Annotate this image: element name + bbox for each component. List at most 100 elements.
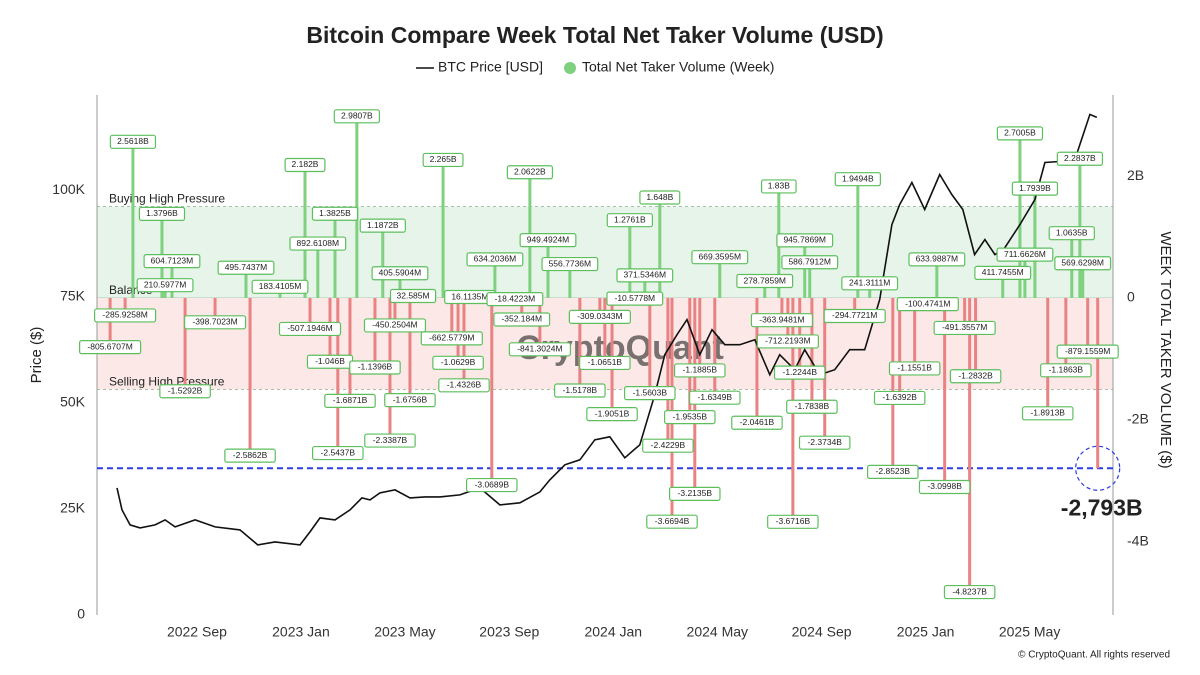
y-tick-label: 75K (60, 287, 86, 303)
value-label: 2.0622B (506, 165, 554, 180)
value-label: -1.1885B (673, 363, 726, 378)
value-label: 405.5904M (371, 266, 429, 281)
value-label-text: -1.6756B (393, 394, 428, 404)
value-label-text: -1.9535B (673, 411, 708, 421)
y-tick-label: 25K (60, 500, 86, 516)
value-label-text: 2.265B (430, 154, 457, 164)
value-label-box (918, 479, 971, 495)
volume-bar (898, 298, 902, 398)
value-label-text: 586.7912M (788, 256, 831, 266)
value-label-box (364, 433, 416, 448)
value-label-text: 1.3825B (319, 208, 351, 218)
value-label-box (786, 399, 838, 414)
value-label-text: -2.5437B (321, 447, 356, 457)
volume-bar (963, 298, 967, 328)
value-label-box (1048, 226, 1095, 241)
value-label: 1.2761B (606, 213, 653, 228)
value-label: -10.5778M (606, 291, 664, 306)
value-label: -1.046B (306, 354, 354, 369)
value-label-box (663, 409, 716, 425)
value-label-box (767, 514, 819, 529)
value-label-text: -1.046B (315, 356, 345, 366)
value-label-box (554, 383, 606, 398)
value-label-box (579, 355, 631, 371)
value-label-box (1056, 344, 1119, 359)
value-label-box (616, 268, 674, 283)
value-label-box (486, 292, 544, 307)
x-tick-label: 2023 May (374, 624, 435, 640)
value-label-text: -309.0343M (577, 311, 622, 321)
value-label-text: -1.2832B (958, 370, 993, 380)
volume-bar (666, 298, 670, 446)
value-label-box (568, 309, 631, 324)
value-label-text: 2.9807B (341, 111, 373, 121)
value-label: -491.3557M (933, 320, 996, 336)
value-label-text: -1.1863B (1049, 365, 1084, 375)
value-label-text: 405.5904M (379, 268, 422, 278)
volume-bar (248, 298, 252, 456)
value-label-text: -10.5778M (615, 293, 656, 303)
value-label-box (736, 273, 794, 289)
volume-bar (755, 298, 759, 423)
value-label: -2.3387B (364, 433, 416, 448)
value-label-text: 949.4924M (527, 234, 570, 244)
value-label-box (1021, 406, 1074, 421)
value-label-text: -363.9481M (759, 314, 804, 324)
value-label: -398.7023M (183, 315, 247, 330)
value-label: -879.1559M (1056, 344, 1119, 359)
value-label-box (834, 172, 881, 187)
value-label-text: 411.7455M (982, 267, 1024, 277)
value-label-box (384, 393, 436, 408)
volume-bar (1086, 298, 1090, 352)
value-label: -1.6871B (324, 393, 376, 408)
value-label-box (1040, 363, 1092, 378)
value-label-box (466, 252, 524, 267)
value-label: 278.7859M (736, 273, 794, 289)
value-label-text: -450.2504M (372, 320, 417, 330)
volume-bar (1064, 298, 1068, 371)
value-label: -1.2244B (773, 365, 826, 380)
value-label-text: 2.0622B (514, 167, 546, 177)
value-label: 669.3595M (691, 250, 749, 265)
value-label-text: -507.1946M (287, 323, 332, 333)
value-label-text: 1.1872B (367, 220, 399, 230)
value-label: -1.5178B (554, 383, 606, 398)
value-label-box (691, 250, 749, 265)
volume-bar (244, 267, 248, 299)
value-label-box (138, 206, 186, 221)
band-label: Buying High Pressure (109, 192, 225, 206)
value-label-text: 2.5618B (117, 136, 149, 146)
value-label-box (79, 340, 142, 355)
volume-bar (808, 262, 812, 299)
volume-bar (456, 298, 460, 363)
volume-bar (763, 281, 767, 299)
volume-bar (336, 298, 340, 454)
x-tick-label: 2024 Sep (792, 624, 852, 640)
value-label: 2.265B (422, 152, 464, 168)
legend-dot (564, 62, 576, 74)
value-label-text: -3.6716B (776, 516, 811, 526)
value-label-text: -841.3024M (517, 344, 562, 354)
value-label: -3.0689B (465, 477, 518, 493)
value-label: -1.5603B (624, 386, 676, 401)
volume-bar (108, 298, 112, 348)
value-label: -1.4326B (438, 378, 490, 393)
value-label-text: -662.5779M (429, 333, 474, 343)
value-label: -1.1863B (1040, 363, 1092, 378)
highlight-label: -2,793B (1061, 494, 1143, 520)
value-label: 711.6626M (996, 247, 1054, 262)
value-label-text: 945.7869M (783, 235, 826, 245)
value-label: -2.5437B (312, 445, 364, 461)
value-label-text: 183.4105M (259, 281, 302, 291)
value-label: 949.4924M (519, 233, 577, 248)
value-label-text: -1.5178B (563, 385, 598, 395)
value-label-text: -2.0461B (740, 417, 775, 427)
volume-bar (670, 298, 674, 522)
value-label-box (493, 312, 551, 327)
value-label-box (143, 254, 201, 269)
value-label-box (760, 179, 797, 194)
value-label: -294.7721M (823, 308, 886, 324)
volume-bar (1033, 188, 1037, 299)
value-label-box (508, 342, 571, 357)
value-label-box (873, 390, 926, 406)
